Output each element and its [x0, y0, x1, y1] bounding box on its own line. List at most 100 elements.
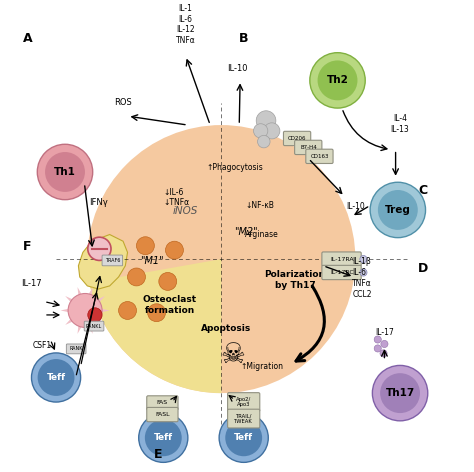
Text: IL-10: IL-10 [346, 202, 365, 211]
Circle shape [37, 359, 74, 396]
Text: IL-1β
IL-6
TNFα
CCL2: IL-1β IL-6 TNFα CCL2 [352, 257, 372, 299]
Text: TRAIL/
TWEAK: TRAIL/ TWEAK [234, 413, 253, 424]
Text: ☠: ☠ [220, 341, 245, 369]
Circle shape [88, 237, 111, 261]
Text: IL-17: IL-17 [375, 328, 394, 337]
Text: Osteoclast
formation: Osteoclast formation [143, 295, 197, 315]
Circle shape [87, 125, 356, 393]
Circle shape [380, 350, 387, 357]
Circle shape [219, 413, 268, 463]
Circle shape [68, 294, 102, 328]
Circle shape [264, 123, 280, 139]
Circle shape [159, 272, 177, 290]
Text: "M1": "M1" [140, 255, 164, 266]
Text: ↑Migration: ↑Migration [240, 362, 283, 371]
Polygon shape [78, 235, 128, 289]
Text: IL-10: IL-10 [227, 64, 247, 73]
Circle shape [118, 302, 137, 320]
Text: ↓NF-κB: ↓NF-κB [246, 201, 275, 210]
Text: ROS: ROS [114, 98, 132, 107]
Circle shape [374, 345, 381, 352]
Circle shape [137, 237, 155, 254]
Wedge shape [90, 259, 221, 393]
FancyBboxPatch shape [306, 149, 333, 163]
Text: C: C [418, 184, 427, 197]
Text: B7-H4: B7-H4 [300, 145, 317, 150]
Circle shape [225, 419, 262, 456]
Circle shape [310, 53, 365, 108]
Circle shape [318, 60, 357, 101]
FancyBboxPatch shape [84, 321, 104, 331]
Circle shape [254, 124, 268, 138]
Circle shape [128, 268, 146, 286]
Text: Teff: Teff [46, 373, 65, 382]
Text: Treg: Treg [385, 205, 411, 215]
Text: Th17: Th17 [385, 388, 415, 398]
Circle shape [381, 340, 388, 347]
Text: Th1: Th1 [54, 167, 76, 177]
Text: FASL: FASL [155, 412, 170, 417]
Polygon shape [61, 306, 83, 315]
Text: A: A [23, 33, 32, 45]
Text: CD163: CD163 [310, 154, 329, 159]
Circle shape [360, 269, 367, 276]
Circle shape [256, 111, 276, 130]
FancyBboxPatch shape [283, 131, 311, 146]
Circle shape [378, 190, 418, 230]
Text: D: D [418, 262, 428, 276]
Text: IFNγ: IFNγ [90, 199, 109, 208]
Circle shape [147, 304, 165, 321]
Text: FAS: FAS [157, 400, 168, 405]
FancyBboxPatch shape [322, 265, 361, 279]
Circle shape [165, 241, 183, 259]
FancyBboxPatch shape [322, 252, 361, 266]
Circle shape [257, 135, 270, 148]
Polygon shape [84, 308, 105, 325]
Polygon shape [77, 287, 89, 310]
Circle shape [374, 336, 381, 343]
Polygon shape [65, 308, 86, 325]
Text: F: F [23, 240, 31, 253]
Circle shape [370, 182, 426, 237]
Circle shape [373, 365, 428, 421]
Circle shape [88, 308, 102, 322]
Text: Arginase: Arginase [245, 230, 278, 239]
FancyBboxPatch shape [147, 396, 178, 410]
Polygon shape [84, 296, 105, 313]
Text: CD206: CD206 [288, 136, 307, 141]
Polygon shape [81, 311, 93, 334]
Text: IL-17RC: IL-17RC [330, 270, 354, 275]
FancyBboxPatch shape [228, 409, 260, 428]
FancyBboxPatch shape [295, 140, 322, 154]
Text: Th2: Th2 [327, 76, 348, 85]
Text: RANK: RANK [69, 346, 83, 351]
FancyBboxPatch shape [66, 344, 86, 354]
FancyBboxPatch shape [228, 393, 260, 412]
Polygon shape [87, 306, 109, 315]
Text: Teff: Teff [234, 433, 253, 442]
Circle shape [45, 152, 85, 192]
Polygon shape [81, 287, 93, 310]
Text: Teff: Teff [154, 433, 173, 442]
Circle shape [37, 144, 93, 200]
Polygon shape [65, 296, 86, 313]
Text: IL-1
IL-6
IL-12
TNFα: IL-1 IL-6 IL-12 TNFα [176, 4, 195, 45]
FancyArrowPatch shape [296, 286, 324, 361]
Text: IL-4
IL-13: IL-4 IL-13 [391, 114, 410, 134]
Circle shape [360, 255, 367, 262]
Text: CSF1: CSF1 [32, 341, 51, 350]
Text: iNOS: iNOS [173, 206, 198, 217]
Circle shape [31, 353, 81, 402]
Text: "M2": "M2" [234, 227, 258, 236]
Text: E: E [155, 448, 163, 461]
Text: RANKL: RANKL [86, 324, 102, 329]
Circle shape [139, 413, 188, 463]
Circle shape [380, 373, 420, 413]
Circle shape [145, 419, 182, 456]
Text: ↓IL-6
↓TNFα: ↓IL-6 ↓TNFα [163, 188, 190, 208]
FancyBboxPatch shape [147, 407, 178, 421]
Text: B: B [239, 33, 249, 45]
Text: Polarization
by Th17: Polarization by Th17 [264, 270, 326, 290]
Text: Apo2/
Apo3: Apo2/ Apo3 [236, 397, 251, 407]
Text: TRAF6: TRAF6 [105, 258, 120, 263]
